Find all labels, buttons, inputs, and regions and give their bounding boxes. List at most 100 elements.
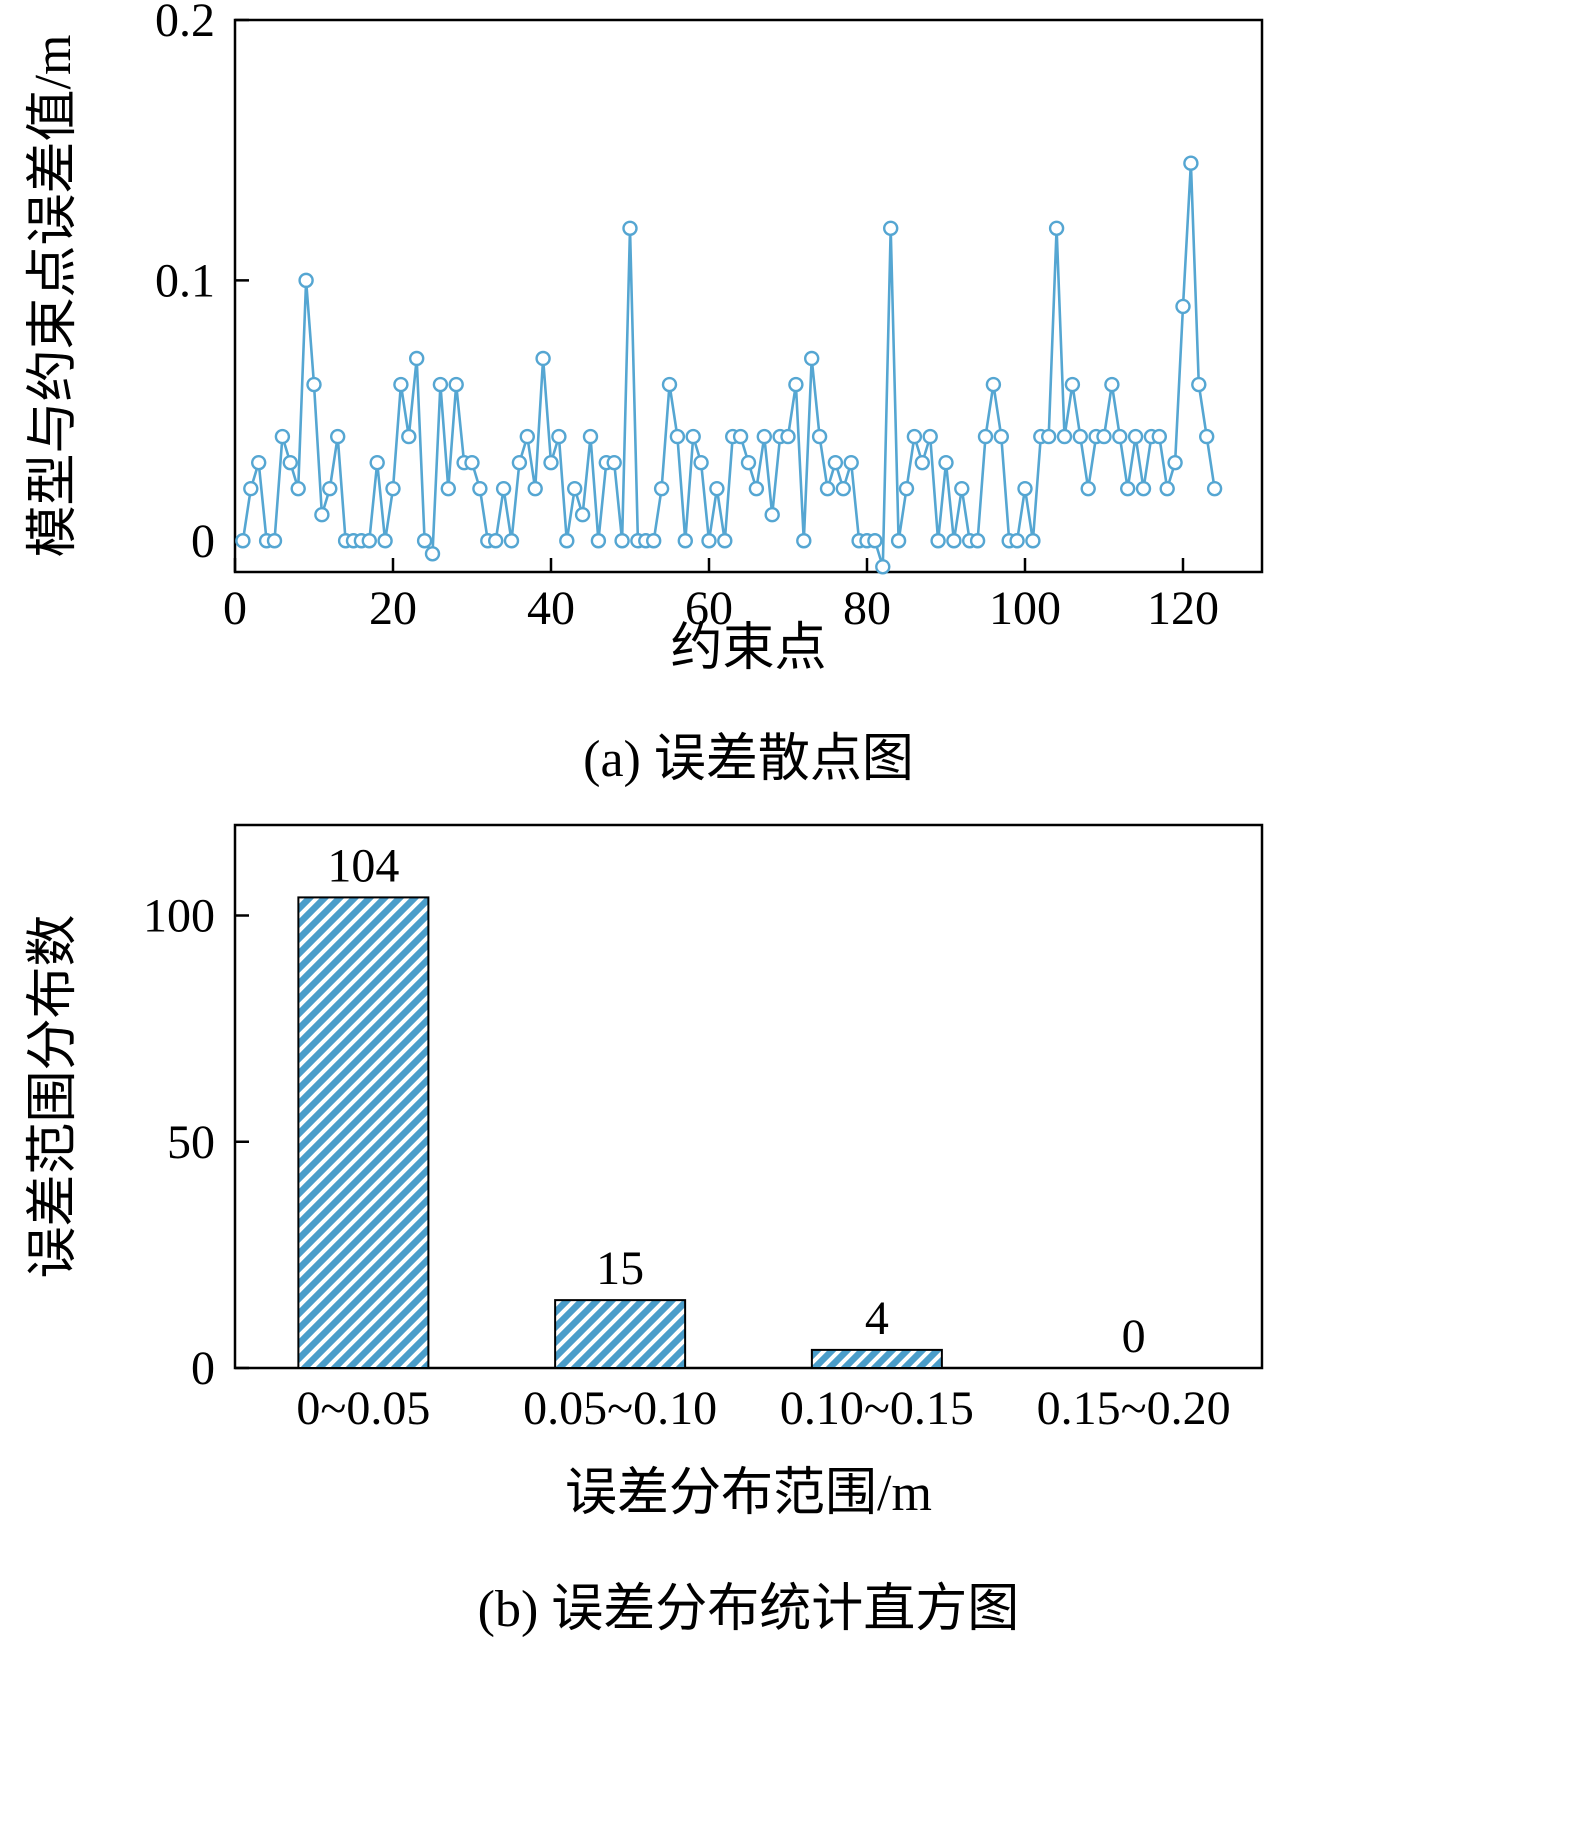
data-point — [1206, 480, 1223, 497]
data-point — [693, 454, 709, 471]
data-point — [409, 350, 425, 367]
data-point — [488, 533, 504, 549]
data-point — [685, 428, 701, 445]
data-point — [322, 480, 338, 497]
y-tick-label: 0.2 — [155, 0, 215, 47]
data-point — [796, 533, 812, 549]
data-point — [756, 428, 772, 445]
data-point — [1135, 480, 1152, 497]
data-point — [1159, 480, 1175, 497]
y-axis-label: 误差范围分布数 — [25, 914, 82, 1278]
data-point — [266, 533, 283, 549]
bar-value-label: 15 — [596, 1242, 644, 1295]
data-point — [1025, 533, 1041, 549]
x-tick-label: 100 — [989, 582, 1061, 635]
scatter-chart: 0 0.1 0.2 0 20 40 60 80 100 120 约束点 模型与约束点误差值/m — [25, 0, 1264, 677]
data-point — [732, 428, 749, 445]
data-line — [241, 161, 1216, 569]
x-tick-label: 120 — [1147, 582, 1219, 635]
data-point — [701, 533, 717, 549]
data-point — [890, 533, 907, 549]
data-point — [314, 507, 330, 523]
data-point — [1040, 428, 1057, 445]
data-point — [1198, 428, 1215, 445]
data-point — [424, 546, 441, 562]
x-tick-label: 40 — [527, 582, 575, 635]
data-point — [914, 454, 930, 471]
caption-a: (a) 误差散点图 — [583, 731, 914, 788]
data-point — [251, 454, 267, 471]
data-point — [867, 533, 883, 549]
data-point — [740, 454, 757, 471]
data-point — [954, 480, 970, 497]
data-point — [527, 480, 543, 497]
data-point — [653, 480, 670, 497]
data-point — [661, 376, 678, 393]
data-point — [472, 480, 488, 497]
data-point — [985, 376, 1002, 393]
bar-value-label: 104 — [327, 839, 399, 892]
data-point — [646, 533, 662, 549]
data-point — [535, 350, 551, 367]
data-point — [922, 428, 938, 445]
plot-border — [233, 823, 1264, 1370]
x-tick-label: 0 — [223, 582, 247, 635]
data-point — [495, 480, 512, 497]
data-point — [1009, 533, 1025, 549]
data-point — [614, 533, 630, 549]
caption-b: (b) 误差分布统计直方图 — [477, 1581, 1020, 1638]
data-point — [243, 480, 259, 497]
data-point — [906, 428, 923, 445]
histogram-chart: 0 50 100 104 0~0.05 15 0.05~0.10 4 0.10~0.15 0 0.1… — [25, 823, 1264, 1522]
data-point — [709, 480, 725, 497]
scatter-figure: 0 0.1 0.2 0 20 40 60 80 100 120 约束点 模型与约束点误差值/m (a)… — [0, 0, 1575, 810]
data-point — [622, 220, 638, 237]
data-point — [543, 454, 559, 471]
data-point — [401, 428, 417, 445]
x-axis-label: 约束点 — [670, 620, 826, 677]
data-point — [811, 428, 828, 445]
data-point — [1175, 298, 1191, 315]
y-tick-label: 100 — [143, 890, 215, 943]
data-point — [274, 428, 291, 445]
data-point — [1119, 480, 1136, 497]
data-point — [559, 533, 575, 549]
data-point — [416, 533, 433, 549]
plot-border — [233, 18, 1264, 574]
data-point — [361, 533, 377, 549]
data-point — [1072, 428, 1089, 445]
data-point — [1056, 428, 1073, 445]
data-point — [946, 533, 962, 549]
data-point — [393, 376, 409, 393]
data-point — [503, 533, 520, 549]
data-point — [819, 480, 836, 497]
data-point — [1191, 376, 1207, 393]
data-point — [977, 428, 994, 445]
data-point — [551, 428, 567, 445]
data-point — [764, 507, 780, 523]
data-point — [574, 507, 591, 523]
data-point — [606, 454, 622, 471]
data-point — [969, 533, 986, 549]
data-point — [519, 428, 535, 445]
category-label: 0~0.05 — [296, 1382, 430, 1435]
data-point — [669, 428, 686, 445]
data-point — [369, 454, 385, 471]
x-tick-label: 80 — [843, 582, 891, 635]
data-point — [511, 454, 528, 471]
data-point — [235, 533, 251, 549]
data-point — [448, 376, 464, 393]
data-point — [843, 454, 859, 471]
data-point — [1048, 220, 1065, 237]
data-point — [835, 480, 851, 497]
data-point — [306, 376, 322, 393]
data-point — [938, 454, 954, 471]
y-tick-label: 0 — [191, 1342, 215, 1395]
data-point — [1080, 480, 1096, 497]
bar-value-label: 0 — [1122, 1310, 1146, 1363]
data-point — [677, 533, 693, 549]
bar — [297, 896, 430, 1370]
data-point — [748, 480, 765, 497]
x-tick-label: 20 — [369, 582, 417, 635]
